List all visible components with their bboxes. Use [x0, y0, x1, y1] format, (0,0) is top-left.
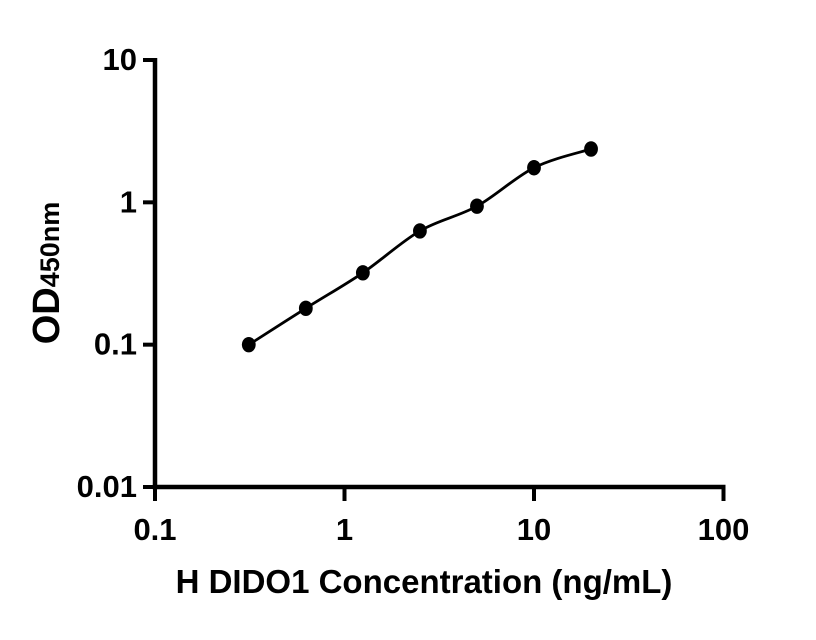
y-axis-title-main: OD [26, 287, 68, 345]
x-axis-title: H DIDO1 Concentration (ng/mL) [175, 563, 673, 600]
x-tick-label-100: 100 [698, 512, 750, 547]
y-tick-label-10: 10 [103, 42, 137, 77]
y-axis-title-subscript: 450nm [35, 201, 65, 288]
data-point-marker-10ng-ml [527, 160, 541, 176]
data-point-marker-2.5ng-ml [413, 223, 427, 239]
data-point-marker-5ng-ml [470, 198, 484, 214]
x-tick-label-0.1: 0.1 [133, 512, 176, 547]
data-point-marker-0.3125ng-ml [241, 336, 256, 353]
data-point-marker-1.25ng-ml [355, 265, 370, 281]
y-tick-label-1: 1 [120, 184, 137, 219]
data-point-marker-20ng-ml [584, 141, 598, 157]
x-tick-label-10: 10 [517, 512, 551, 547]
y-tick-label-0.1: 0.1 [94, 327, 137, 362]
y-tick-label-0.01: 0.01 [77, 469, 137, 504]
data-point-marker-0.625ng-ml [298, 300, 313, 317]
y-axis-title: OD450nm [19, 123, 75, 423]
x-tick-label-1: 1 [336, 512, 353, 547]
standard-curve-line [248, 147, 592, 346]
